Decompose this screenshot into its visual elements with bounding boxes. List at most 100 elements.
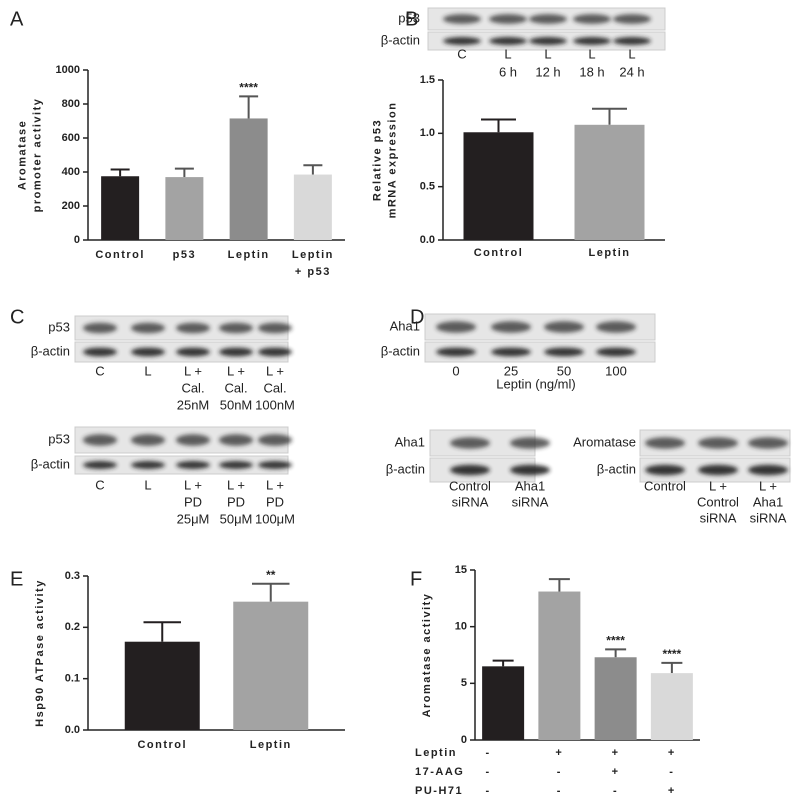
blot-band (613, 37, 651, 45)
blot-lane-label: siRNA (452, 494, 489, 509)
blot-lane-label: 18 h (579, 64, 604, 79)
x-tick-label: Leptin (589, 247, 631, 259)
significance-label: **** (239, 81, 258, 95)
panel-letter: C (10, 306, 24, 328)
blot-lane-label: Cal. (224, 380, 247, 395)
blot-row-label: β-actin (386, 461, 425, 476)
blot-band (175, 434, 211, 446)
y-tick-label: 200 (62, 200, 80, 212)
blot-lane-label: C (457, 46, 466, 61)
blot-band (510, 437, 550, 449)
blot-lane-label: L + (709, 478, 727, 493)
significance-label: ** (266, 568, 276, 582)
blot-lane-label: Control (449, 478, 491, 493)
blot-band (698, 437, 738, 449)
blot-lane-label: L (504, 46, 511, 61)
blot-row-label: β-actin (31, 456, 70, 471)
blot-lane-label: PD (227, 494, 245, 509)
blot-band (436, 347, 476, 357)
blot-band (573, 37, 611, 45)
blot-lane-label: Aha1 (515, 478, 545, 493)
blot-band (443, 37, 481, 45)
bar (101, 176, 140, 240)
blot-band (596, 347, 636, 357)
treatment-sign: - (613, 785, 618, 797)
blot-band (529, 37, 567, 45)
y-axis-label: promoter activity (31, 98, 43, 213)
blot-band (175, 461, 211, 469)
blot-lane-label: siRNA (700, 510, 737, 525)
x-tick-label: Leptin (228, 249, 270, 261)
bar (293, 174, 332, 240)
blot-lane-label: siRNA (512, 494, 549, 509)
bar (463, 132, 534, 240)
blot-band (82, 347, 118, 357)
blot-band (596, 321, 636, 333)
treatment-sign: - (557, 785, 562, 797)
treatment-sign: + (612, 766, 620, 778)
bar (229, 118, 268, 240)
x-tick-label: Leptin (250, 739, 292, 751)
blot-row-label: Aha1 (395, 434, 425, 449)
blot-row-label: p53 (48, 431, 70, 446)
blot-band (82, 434, 118, 446)
blot-lane-label: L (544, 46, 551, 61)
blot-row-label: Aha1 (390, 318, 420, 333)
blot-lane-label: L + (266, 363, 284, 378)
blot-lane-label: L (588, 46, 595, 61)
blot-band (748, 464, 788, 476)
y-tick-label: 800 (62, 98, 80, 110)
treatment-name: PU-H71 (415, 785, 463, 797)
y-axis-label: Aromatase activity (421, 593, 433, 718)
y-axis-label: mRNA expression (386, 102, 398, 219)
blot-band (450, 464, 490, 476)
y-tick-label: 0 (461, 734, 467, 746)
blot-band (82, 322, 118, 334)
blot-lane-label: L (144, 477, 151, 492)
blot-band (257, 322, 293, 334)
y-tick-label: 0.0 (65, 724, 80, 736)
blot-band (130, 434, 166, 446)
blot-band (613, 14, 651, 24)
blot-band (436, 321, 476, 333)
blot-band (130, 322, 166, 334)
treatment-sign: + (668, 747, 676, 759)
blot-lane-label: Control (697, 494, 739, 509)
blot-lane-label: siRNA (750, 510, 787, 525)
blot-lane-label: L + (227, 363, 245, 378)
blot-band (698, 464, 738, 476)
x-tick-label: p53 (173, 249, 196, 261)
blot-lane-label: L + (759, 478, 777, 493)
blot-lane-label: 100μM (255, 511, 295, 526)
y-tick-label: 600 (62, 132, 80, 144)
bar (165, 177, 204, 240)
blot-band (544, 347, 584, 357)
y-tick-label: 400 (62, 166, 80, 178)
blot-band (491, 347, 531, 357)
blot-row-label: β-actin (381, 343, 420, 358)
blot-lane-label: 25μM (177, 511, 210, 526)
bar (233, 601, 309, 730)
treatment-sign: - (486, 747, 491, 759)
blot-band (257, 347, 293, 357)
y-tick-label: 5 (461, 677, 467, 689)
treatment-sign: + (555, 747, 563, 759)
y-tick-label: 0.0 (420, 234, 435, 246)
blot-band (218, 347, 254, 357)
y-tick-label: 0.5 (420, 181, 435, 193)
blot-strip (424, 341, 656, 363)
blot-row-label: β-actin (381, 32, 420, 47)
blot-band (130, 461, 166, 469)
treatment-sign: - (669, 766, 674, 778)
blot-lane-label: 6 h (499, 64, 517, 79)
blot-band (450, 437, 490, 449)
blot-band (489, 37, 527, 45)
blot-band (489, 14, 527, 24)
bar (482, 666, 525, 740)
blot-row-label: p53 (398, 10, 420, 25)
blot-band (175, 347, 211, 357)
y-axis-label: Hsp90 ATPase activity (34, 579, 46, 727)
x-tick-label: Control (474, 247, 524, 259)
blot-band (573, 14, 611, 24)
